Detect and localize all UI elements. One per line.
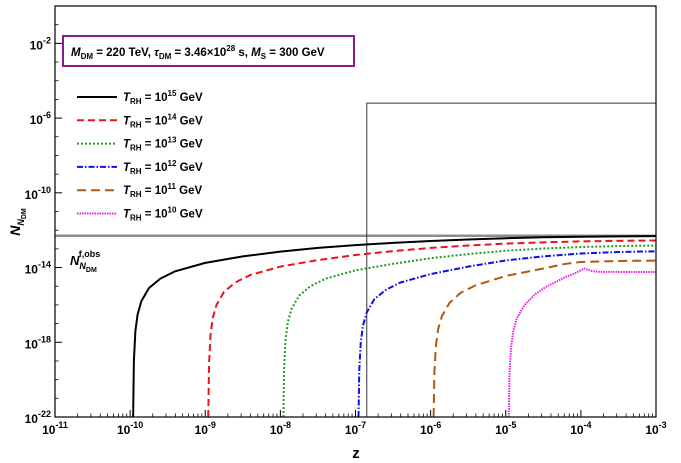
y-tick-label: 10-14 [25, 260, 51, 277]
series-line-10 [507, 267, 656, 417]
y-tick-label: 10-10 [25, 185, 51, 202]
x-tick-label: 10-7 [345, 420, 366, 437]
series-line-14 [207, 239, 656, 417]
parameter-box: MDM = 220 TeV, τDM = 3.46×1028 s, MS = 3… [62, 35, 355, 67]
x-tick-label: 10-5 [495, 420, 516, 437]
x-tick-label: 10-3 [645, 420, 666, 437]
y-tick-label: 10-2 [30, 35, 51, 52]
legend-label-12: TRH = 1012 GeV [123, 159, 203, 176]
y-axis-title: NNDM [7, 208, 28, 236]
legend-label-15: TRH = 1015 GeV [123, 89, 203, 106]
legend: TRH = 1015 GeV TRH = 1014 GeV TRH = 1013 G… [77, 89, 203, 223]
plot-frame [54, 5, 657, 418]
series-line-15 [132, 235, 656, 417]
parameter-box-frame [62, 35, 355, 67]
observed-abundance-label: NNDMf,obs [70, 249, 100, 274]
y-tick-label: 10-6 [30, 110, 51, 127]
x-tick-label: 10-8 [270, 420, 291, 437]
series-line-12 [357, 250, 656, 417]
series-line-11 [432, 259, 656, 417]
legend-label-13: TRH = 1013 GeV [123, 136, 203, 153]
x-tick-label: 10-4 [570, 420, 591, 437]
series-line-13 [282, 244, 656, 417]
x-tick-label: 10-9 [195, 420, 216, 437]
y-tick-label: 10-18 [25, 334, 51, 351]
x-tick-label: 10-10 [117, 420, 143, 437]
legend-label-11: TRH = 1011 GeV [123, 182, 203, 199]
y-tick-label: 10-22 [25, 409, 51, 426]
x-tick-label: 10-6 [420, 420, 441, 437]
plot-background [55, 6, 656, 417]
x-tick-label: 10-11 [42, 420, 68, 437]
parameter-text: MDM = 220 TeV, τDM = 3.46×1028 s, MS = 3… [71, 44, 325, 61]
x-axis-title: z [352, 445, 360, 462]
legend-label-10: TRH = 1010 GeV [123, 206, 203, 223]
legend-label-14: TRH = 1014 GeV [123, 112, 203, 129]
